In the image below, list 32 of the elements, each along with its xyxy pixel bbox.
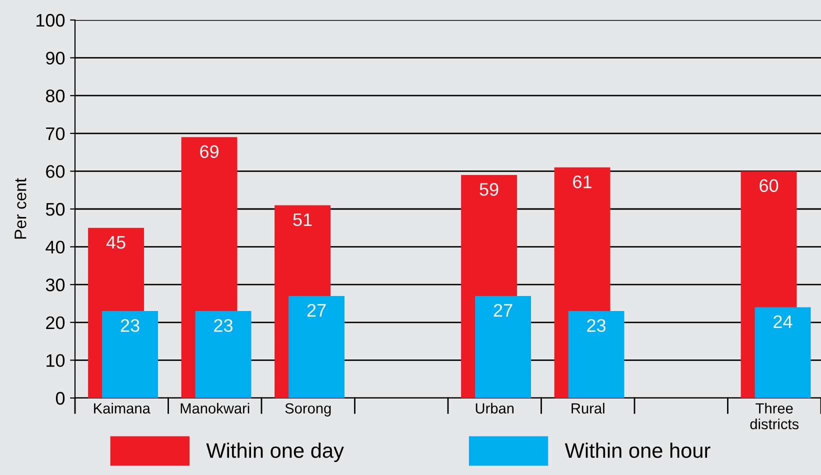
y-tick-label: 30 bbox=[46, 278, 65, 292]
legend-label: Within one day bbox=[206, 442, 344, 462]
data-label: 45 bbox=[106, 236, 126, 249]
y-tick-label: 10 bbox=[46, 354, 65, 367]
data-label: 27 bbox=[494, 304, 512, 317]
data-label: 61 bbox=[573, 175, 592, 188]
data-label: 23 bbox=[214, 319, 233, 332]
x-tick-label: Urban bbox=[476, 402, 514, 414]
data-label: 23 bbox=[120, 319, 140, 332]
data-label: 60 bbox=[760, 179, 778, 192]
y-tick-label: 80 bbox=[46, 90, 65, 102]
x-tick-label: Sorong bbox=[285, 403, 331, 416]
data-label: 59 bbox=[480, 183, 498, 196]
data-label: 27 bbox=[307, 304, 326, 317]
y-tick-label: 40 bbox=[46, 240, 65, 254]
data-label: 24 bbox=[774, 315, 792, 328]
y-tick-label: 50 bbox=[46, 202, 65, 216]
y-tick-label: 70 bbox=[46, 127, 65, 140]
data-label: 69 bbox=[200, 145, 218, 158]
data-label: 51 bbox=[293, 213, 312, 226]
data-label: 23 bbox=[587, 319, 606, 332]
legend-label: Within one hour bbox=[564, 442, 710, 458]
x-tick-label: Rural bbox=[572, 402, 604, 414]
y-tick-label: 0 bbox=[56, 392, 65, 405]
y-tick-label: 100 bbox=[36, 14, 65, 27]
x-tick-label: Kaimana bbox=[94, 402, 150, 414]
x-tick-label: Manokwari bbox=[180, 402, 250, 414]
x-tick-label: Three districts bbox=[750, 402, 799, 430]
y-tick-label: 90 bbox=[46, 52, 65, 65]
y-tick-label: 20 bbox=[46, 316, 65, 330]
y-tick-label: 60 bbox=[46, 165, 65, 178]
y-axis-title: Per cent bbox=[14, 178, 26, 239]
